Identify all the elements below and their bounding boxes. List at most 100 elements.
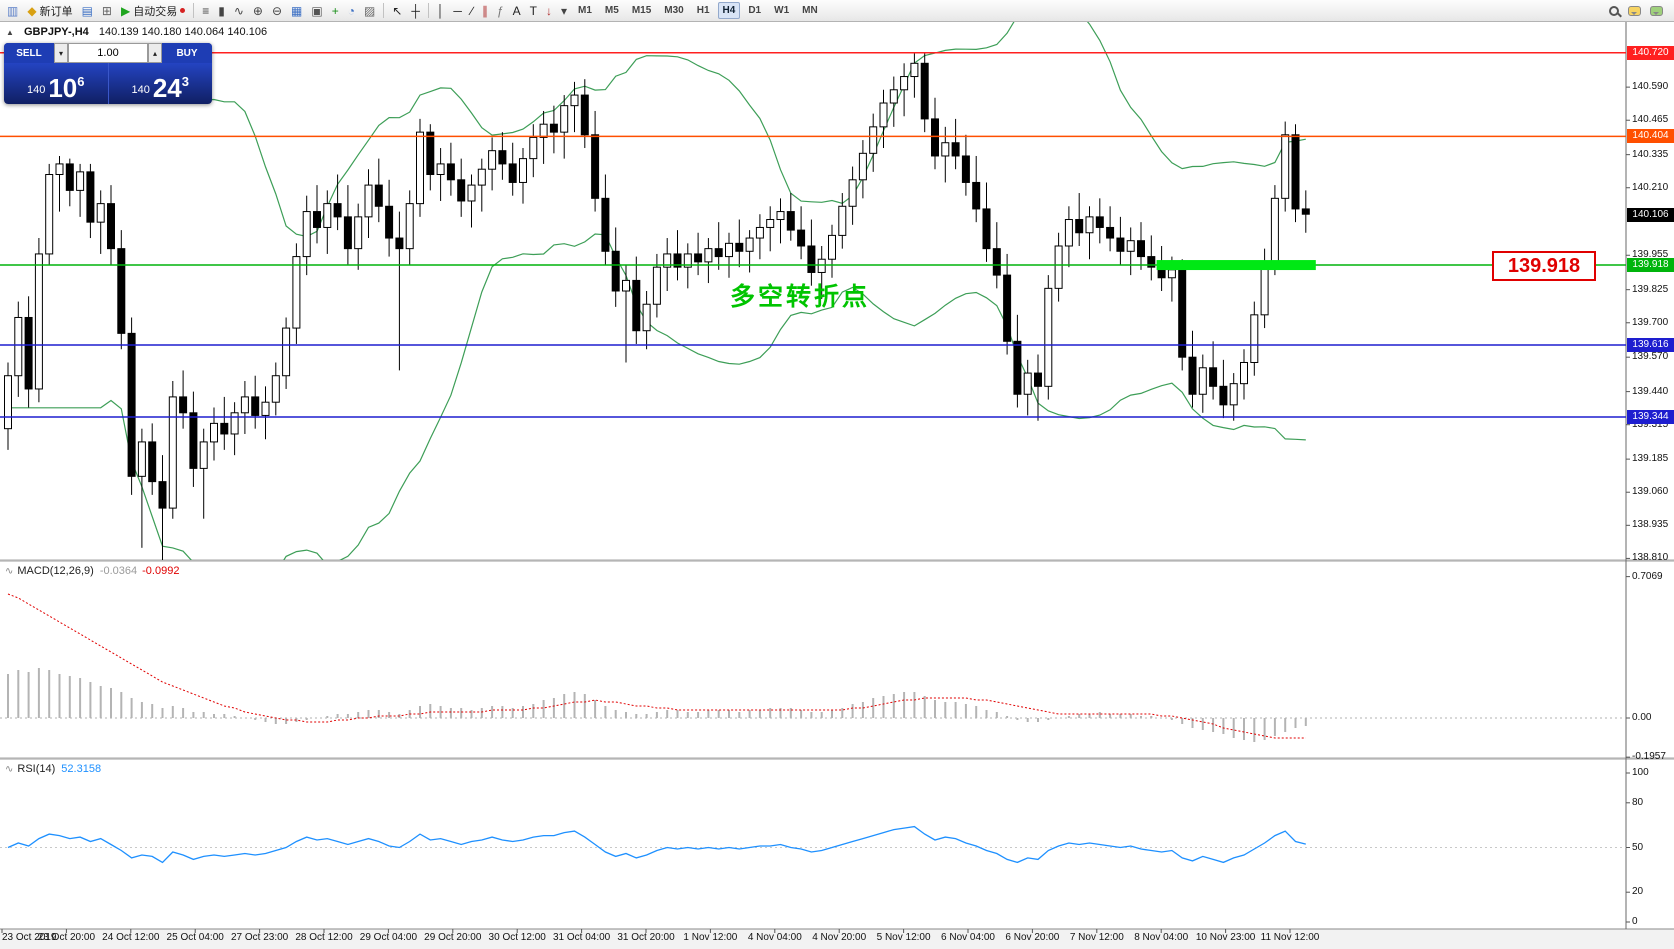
auto-trading-button-glyph: ▶ [120,3,131,18]
time-label: 7 Nov 12:00 [1069,932,1124,943]
vertical-line-icon-glyph: │ [436,3,445,18]
price-callout-box[interactable]: 139.918 [1492,251,1596,281]
trendline-icon[interactable]: ∕ [467,2,477,20]
timeframe-mn[interactable]: MN [802,5,818,16]
cursor-icon-glyph: ↖ [392,3,403,18]
sell-button[interactable]: SELL [4,43,54,63]
price-tick-label: 140.465 [1632,114,1669,126]
search-icon[interactable] [1609,5,1619,16]
period-clock-icon-glyph: ◔ [347,3,355,18]
price-tick-label: 138.935 [1632,519,1669,531]
period-clock-icon[interactable]: ◔ [344,2,359,20]
timeframe-w1[interactable]: W1 [774,5,790,16]
price-tick-label: 139.440 [1632,385,1669,397]
text-icon[interactable]: A [509,2,525,20]
tile-windows-icon[interactable]: ▦ [287,2,306,20]
indicators-icon-glyph: + [331,3,339,18]
time-label: 25 Oct 04:00 [166,932,224,943]
cursor-icon[interactable]: ↖ [388,2,406,20]
timeframe-m15[interactable]: M15 [631,5,652,16]
chat-icon[interactable] [1628,5,1641,16]
text-label-icon[interactable]: T [526,2,541,20]
arrange-windows-icon[interactable]: ▣ [307,2,326,20]
timeframe-d1[interactable]: D1 [748,5,762,16]
rsi-axis-label: 100 [1632,767,1649,778]
horizontal-line-icon-glyph: ─ [453,3,462,18]
auto-trading-button[interactable]: ▶ 自动交易 [117,2,189,20]
buy-price-sup: 3 [181,74,189,89]
price-tick-label: 139.570 [1632,351,1669,363]
shapes-dropdown-icon[interactable]: ▾ [557,2,571,20]
indicator-icon: ∿ [5,764,14,775]
price-tick-label: 139.700 [1632,316,1669,328]
timeframe-h1[interactable]: H1 [696,5,710,16]
volume-increase-button[interactable]: ▴ [148,43,162,63]
timeframe-h4[interactable]: H4 [717,2,741,19]
sell-price-big: 10 [48,73,78,103]
indicators-icon[interactable]: + [328,2,343,20]
toolbar-separator [427,3,429,18]
new-chart-icon-glyph: ⊞ [101,3,112,18]
horizontal-line-icon[interactable]: ─ [449,2,466,20]
price-line-tag: 139.616 [1627,338,1674,352]
timeframe-m30[interactable]: M30 [664,5,684,16]
shapes-dropdown-icon-glyph: ▾ [560,3,568,18]
volume-input[interactable] [68,43,148,63]
trade-panel-controls: SELL ▾ ▴ BUY [4,43,212,63]
chart-annotation-text[interactable]: 多空转折点 [730,283,871,311]
timeframe-m1[interactable]: M1 [578,5,592,16]
collapse-panel-arrow[interactable]: ▲ [6,28,14,37]
chart-title: ▲ GBPJPY-,H4 140.139 140.180 140.064 140… [6,26,274,38]
line-chart-icon[interactable]: ∿ [230,2,248,20]
new-chart-icon[interactable]: ⊞ [98,2,116,20]
price-tick-label: 139.315 [1632,418,1669,430]
crosshair-icon-glyph: ┼ [411,3,420,18]
community-icon[interactable] [1650,5,1663,16]
arrange-windows-icon-glyph: ▣ [311,3,323,18]
time-label: 27 Oct 23:00 [230,932,289,943]
fibonacci-icon[interactable]: ƒ [493,2,508,20]
crosshair-icon[interactable]: ┼ [407,2,424,20]
macd-value-signal: -0.0992 [142,565,180,577]
buy-button[interactable]: BUY [162,43,212,63]
timeframe-m5[interactable]: M5 [604,5,619,16]
vertical-line-icon[interactable]: │ [433,2,449,20]
zoom-in-icon[interactable]: ⊕ [249,2,267,20]
macd-axis-label: 0.00 [1632,712,1652,723]
zoom-out-icon[interactable]: ⊖ [268,2,286,20]
profiles-icon[interactable]: ▤ [78,2,97,20]
new-order-button[interactable]: ◆ 新订单 [23,2,76,20]
arrows-icon[interactable]: ↓ [542,2,556,20]
sell-price[interactable]: 140 10 6 [4,63,108,104]
bar-chart-icon[interactable]: ≡ [198,2,213,20]
candlestick-chart-icon[interactable]: ▮ [214,2,229,20]
time-label: 10 Nov 23:00 [1195,932,1256,943]
toolbar: ▥ ◆ 新订单 ▤ ⊞ ▶ 自动交易 ≡ ▮ ∿ ⊕ ⊖ ▦ ▣ + ◔ ▨ ↖ ┼ │ ─ ∕ ∥ ƒ A T ↓ ▾ M1 M5 M15… [0,0,1674,22]
time-label: 4 Nov 04:00 [747,932,802,943]
new-order-button-label: 新订单 [39,5,73,18]
chart-window-icon[interactable]: ▥ [3,2,22,20]
macd-value-main: -0.0364 [99,565,138,577]
price-line-tag: 140.404 [1627,129,1674,144]
time-label: 1 Nov 12:00 [683,932,738,943]
buy-price[interactable]: 140 24 3 [109,63,213,104]
ohlc-values: 140.139 140.180 140.064 140.106 [98,26,268,38]
time-label: 5 Nov 12:00 [876,932,931,943]
templates-icon[interactable]: ▨ [360,2,379,20]
time-label: 23 Oct 20:00 [37,932,96,943]
price-tick-label: 139.955 [1632,249,1669,261]
time-label: 8 Nov 04:00 [1134,932,1189,943]
profiles-icon-glyph: ▤ [81,3,93,18]
time-label: 29 Oct 04:00 [359,932,418,943]
rsi-axis-label: 50 [1632,841,1644,853]
time-label: 6 Nov 04:00 [941,932,995,943]
volume-decrease-button[interactable]: ▾ [54,43,68,63]
chart-window-icon-glyph: ▥ [7,3,19,18]
macd-indicator-label: ∿ MACD(12,26,9) -0.0364 -0.0992 [5,565,179,577]
equidistant-channel-icon[interactable]: ∥ [478,2,492,20]
price-tick-label: 140.590 [1632,81,1669,93]
fibonacci-icon-glyph: ƒ [496,3,504,18]
